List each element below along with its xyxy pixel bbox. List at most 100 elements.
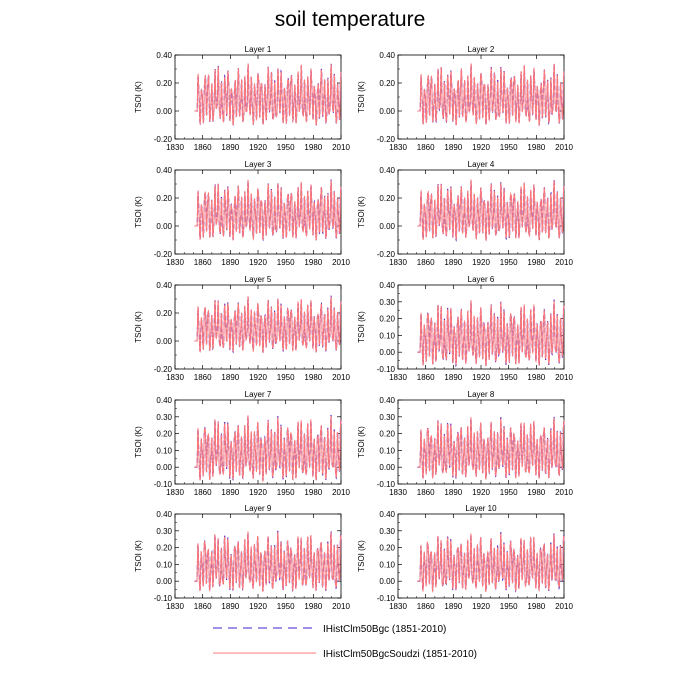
y-tick-label: 0.40 bbox=[156, 510, 172, 519]
x-tick-label: 2010 bbox=[555, 488, 573, 497]
x-tick-label: 1950 bbox=[277, 488, 295, 497]
x-tick-label: 1830 bbox=[166, 488, 184, 497]
x-tick-label: 1920 bbox=[249, 258, 267, 267]
x-tick-label: 1980 bbox=[527, 258, 545, 267]
x-tick-label: 1920 bbox=[472, 488, 490, 497]
y-axis-label: TSOI (K) bbox=[357, 81, 366, 113]
y-tick-label: 0.30 bbox=[156, 413, 172, 422]
panel-4: Layer 4 -0.20 0.00 0.20 0.40 1830 1860 1890 1920… bbox=[357, 160, 573, 267]
panel-title: Layer 4 bbox=[468, 160, 495, 169]
y-tick-label: 0.20 bbox=[379, 544, 395, 553]
y-tick-label: 0.20 bbox=[379, 430, 395, 439]
y-tick-label: -0.10 bbox=[154, 594, 173, 603]
x-tick-label: 1950 bbox=[277, 143, 295, 152]
x-tick-label: 1860 bbox=[417, 602, 435, 611]
y-tick-label: 0.40 bbox=[156, 51, 172, 60]
x-tick-label: 1950 bbox=[277, 258, 295, 267]
legend-label-1: IHistClm50Bgc (1851-2010) bbox=[323, 624, 446, 635]
panel-title: Layer 5 bbox=[245, 275, 272, 284]
x-tick-label: 1980 bbox=[304, 143, 322, 152]
y-tick-label: 0.20 bbox=[379, 79, 395, 88]
panel-1: Layer 1 -0.20 0.00 0.20 0.40 1830 1860 1890 1920… bbox=[134, 45, 350, 152]
panel-7: Layer 7 -0.10 0.00 0.10 0.20 0.30 0.40 1830 1860… bbox=[134, 390, 350, 497]
panel-title: Layer 3 bbox=[245, 160, 272, 169]
x-tick-label: 1830 bbox=[389, 488, 407, 497]
x-tick-label: 2010 bbox=[332, 602, 350, 611]
x-tick-label: 1890 bbox=[444, 602, 462, 611]
x-tick-label: 1980 bbox=[527, 488, 545, 497]
x-tick-label: 2010 bbox=[332, 373, 350, 382]
y-tick-label: 0.20 bbox=[156, 79, 172, 88]
y-tick-label: 0.00 bbox=[156, 577, 172, 586]
y-tick-label: 0.00 bbox=[379, 107, 395, 116]
y-tick-label: 0.20 bbox=[379, 315, 395, 324]
x-tick-label: 2010 bbox=[555, 258, 573, 267]
x-tick-label: 1980 bbox=[304, 258, 322, 267]
x-tick-label: 1950 bbox=[500, 143, 518, 152]
y-tick-label: 0.00 bbox=[379, 463, 395, 472]
y-tick-label: 0.20 bbox=[379, 194, 395, 203]
panel-title: Layer 1 bbox=[245, 45, 272, 54]
y-tick-label: 0.20 bbox=[156, 430, 172, 439]
legend-label-2: IHistClm50BgcSoudzi (1851-2010) bbox=[323, 649, 477, 660]
x-tick-label: 1830 bbox=[389, 602, 407, 611]
y-tick-label: -0.10 bbox=[377, 480, 396, 489]
y-tick-label: -0.10 bbox=[377, 594, 396, 603]
y-tick-label: 0.40 bbox=[156, 396, 172, 405]
x-tick-label: 1920 bbox=[249, 602, 267, 611]
y-tick-label: 0.10 bbox=[379, 560, 395, 569]
x-tick-label: 1950 bbox=[500, 258, 518, 267]
series-line-2 bbox=[194, 415, 342, 483]
x-tick-label: 1890 bbox=[444, 373, 462, 382]
y-tick-label: 0.10 bbox=[379, 331, 395, 340]
y-tick-label: 0.40 bbox=[379, 396, 395, 405]
x-tick-label: 1920 bbox=[472, 602, 490, 611]
x-tick-label: 1860 bbox=[417, 373, 435, 382]
x-tick-label: 1950 bbox=[500, 488, 518, 497]
y-tick-label: 0.00 bbox=[156, 107, 172, 116]
y-axis-label: TSOI (K) bbox=[134, 311, 143, 343]
y-tick-label: 0.30 bbox=[379, 298, 395, 307]
x-tick-label: 1830 bbox=[389, 258, 407, 267]
x-tick-label: 1920 bbox=[249, 488, 267, 497]
x-tick-label: 1920 bbox=[472, 143, 490, 152]
plot-frame bbox=[174, 54, 342, 140]
x-tick-label: 1950 bbox=[500, 602, 518, 611]
y-tick-label: 0.10 bbox=[156, 446, 172, 455]
x-tick-label: 1920 bbox=[472, 373, 490, 382]
y-tick-label: 0.40 bbox=[379, 281, 395, 290]
x-tick-label: 1980 bbox=[527, 143, 545, 152]
y-tick-label: 0.40 bbox=[156, 166, 172, 175]
y-tick-label: 0.40 bbox=[379, 166, 395, 175]
y-axis-label: TSOI (K) bbox=[134, 426, 143, 458]
x-tick-label: 1950 bbox=[277, 602, 295, 611]
y-tick-label: 0.20 bbox=[156, 194, 172, 203]
x-tick-label: 1860 bbox=[194, 143, 212, 152]
y-tick-label: 0.00 bbox=[379, 577, 395, 586]
y-axis-label: TSOI (K) bbox=[357, 426, 366, 458]
series-line-2 bbox=[194, 63, 342, 126]
y-tick-label: 0.20 bbox=[156, 309, 172, 318]
y-tick-label: 0.00 bbox=[379, 222, 395, 231]
y-tick-label: -0.20 bbox=[377, 135, 396, 144]
legend: IHistClm50Bgc (1851-2010) IHistClm50BgcSo… bbox=[213, 624, 477, 660]
y-tick-label: 0.00 bbox=[379, 348, 395, 357]
panel-title: Layer 6 bbox=[468, 275, 495, 284]
x-tick-label: 1830 bbox=[166, 258, 184, 267]
x-tick-label: 1860 bbox=[417, 258, 435, 267]
y-tick-label: 0.00 bbox=[156, 337, 172, 346]
y-axis-label: TSOI (K) bbox=[134, 196, 143, 228]
y-tick-label: 0.20 bbox=[156, 544, 172, 553]
x-tick-label: 1860 bbox=[194, 373, 212, 382]
x-tick-label: 1890 bbox=[221, 602, 239, 611]
x-tick-label: 1890 bbox=[444, 143, 462, 152]
y-tick-label: 0.40 bbox=[379, 51, 395, 60]
x-tick-label: 1920 bbox=[472, 258, 490, 267]
x-tick-label: 1890 bbox=[221, 488, 239, 497]
x-tick-label: 1950 bbox=[277, 373, 295, 382]
x-tick-label: 2010 bbox=[555, 373, 573, 382]
x-tick-label: 1860 bbox=[417, 488, 435, 497]
y-tick-label: -0.20 bbox=[154, 250, 173, 259]
x-tick-label: 1830 bbox=[166, 143, 184, 152]
x-tick-label: 2010 bbox=[332, 258, 350, 267]
